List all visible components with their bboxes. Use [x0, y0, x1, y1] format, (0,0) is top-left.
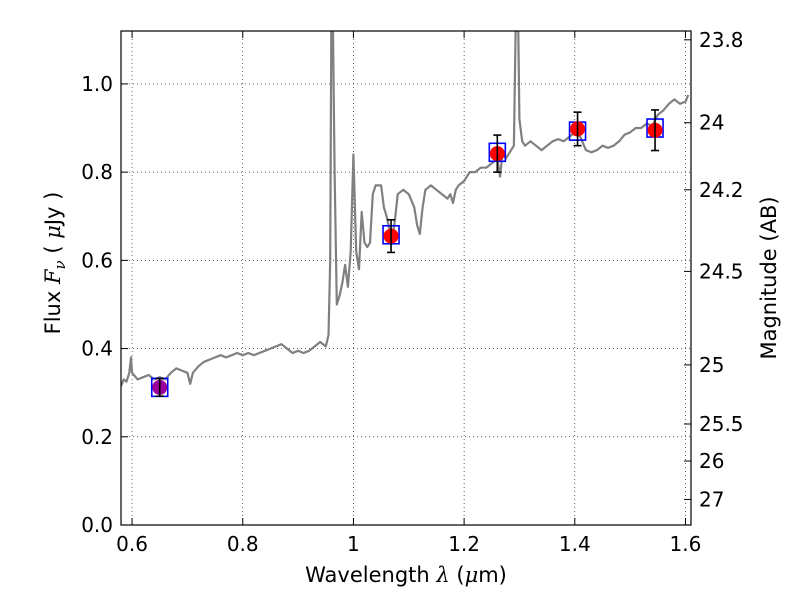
- x-tick-label: 1.4: [559, 532, 591, 556]
- right-tick-label: 24: [699, 111, 724, 135]
- right-tick-label: 27: [699, 487, 724, 511]
- model-photometry-boxes: [150, 118, 664, 398]
- y-tick-label: 0.6: [81, 248, 113, 272]
- right-axis-label: Magnitude (AB): [757, 196, 781, 359]
- x-tick-label: 1.2: [448, 532, 480, 556]
- spectrum-line: [121, 31, 690, 387]
- x-tick-label: 0.6: [116, 532, 148, 556]
- y-tick-label: 0.2: [81, 425, 113, 449]
- y-tick-label: 0.8: [81, 160, 113, 184]
- y-axis-ticks: 0.0 0.2 0.4 0.6 0.8 1.0: [81, 72, 128, 537]
- right-tick-label: 23.8: [699, 28, 744, 52]
- y-tick-label: 0.4: [81, 337, 113, 361]
- x-tick-label: 0.8: [227, 532, 259, 556]
- x-axis-label: Wavelength λ (μm): [305, 563, 507, 587]
- grid-lines: [121, 31, 691, 526]
- right-tick-label: 26: [699, 449, 724, 473]
- right-tick-label: 24.5: [699, 259, 744, 283]
- y-tick-label: 0.0: [81, 513, 113, 537]
- y-axis-label: Flux Fν ( μJy ): [41, 192, 69, 335]
- model-spectrum: [121, 31, 690, 387]
- x-tick-label: 1: [347, 532, 360, 556]
- x-tick-label: 1.6: [670, 532, 702, 556]
- right-tick-label: 25.5: [699, 412, 744, 436]
- observed-photometry: [152, 109, 663, 398]
- y-tick-label: 1.0: [81, 72, 113, 96]
- x-axis-ticks: 0.6 0.8 1 1.2 1.4 1.6: [116, 31, 701, 556]
- plot-frame: [120, 30, 692, 526]
- right-axis-ticks: 23.8 24 24.2 24.5 25 25.5 26 27: [684, 28, 744, 511]
- right-tick-label: 24.2: [699, 178, 744, 202]
- right-tick-label: 25: [699, 353, 724, 377]
